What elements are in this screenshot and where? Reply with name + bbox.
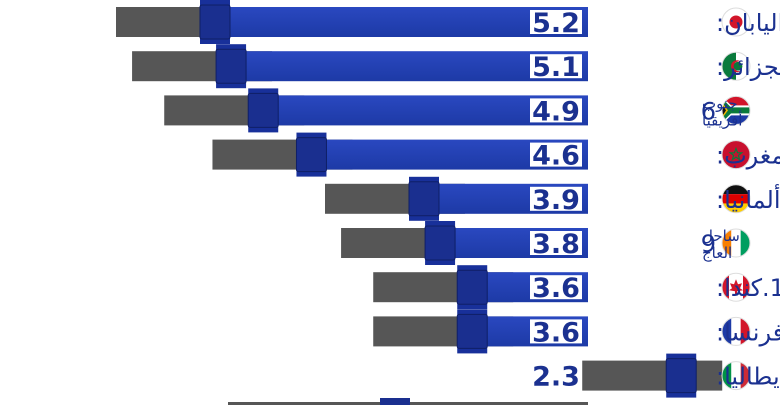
bar-cap [424,225,456,261]
value-box [530,10,582,34]
bar-value-label: 5.1 [532,52,580,83]
bar [230,51,589,82]
bar-cap [215,48,247,84]
value-box [530,142,582,167]
bar-value-label: 3.6 [532,317,580,348]
partial-next-row [228,398,588,405]
italy-flag-icon [722,361,750,390]
bar [214,7,588,37]
shadow-bar [582,360,723,391]
morocco-flag-icon [722,140,750,169]
bar-value-label: 4.9 [532,96,580,127]
country-label: 4.اليابان: [716,9,780,37]
country-rank: 6 [701,97,716,125]
value-box [530,363,582,388]
bar-row-10: 3.6 10.كندا: [373,265,780,310]
bar-value-label: 3.8 [532,229,580,260]
algeria-flag-icon [722,52,750,81]
country-label: 11.فرنسا: [716,318,780,346]
country-label-line2: أفريقيا [702,110,742,129]
ivory-coast-flag-icon [722,229,750,257]
value-box [530,186,582,211]
value-box [530,54,582,79]
country-label: 10.كندا: [716,274,780,302]
value-box [530,98,582,123]
bar-cap [456,269,488,305]
country-label: 8.ألمانيا: [716,184,780,214]
france-flag-icon [722,317,750,346]
partial-bar-cap [380,398,410,405]
japan-flag-icon [722,8,750,36]
bar-row-11: 3.6 11.فرنسا: [373,309,780,354]
germany-flag-icon [722,184,750,213]
country-label-line2: العاج [702,244,732,263]
bar-cap [199,4,231,40]
south-africa-flag-icon [722,96,750,125]
country-label: 12.إيطاليا: [716,363,780,392]
bar-cap [408,181,440,217]
bar-row-8: 3.9 8.ألمانيا: [325,176,780,221]
value-box [530,319,582,344]
bar-cap [456,313,488,349]
country-label: 5.الجزائر: [716,53,780,81]
bar-value-label: 3.9 [532,185,580,216]
bar-cap [665,358,697,394]
bar-cap [295,137,327,173]
bar-value-label: 2.3 [532,362,580,393]
country-rank: 9 [701,230,716,258]
bar-row-12: 2.3 12.إيطاليا: [530,353,780,398]
value-box [530,275,582,300]
bar-value-label: 3.6 [532,273,580,304]
bar-cap [247,92,279,128]
bar-row-5: 5.1 5.الجزائر: [132,44,780,89]
bar-value-label: 4.6 [532,141,580,172]
bar-value-label: 5.2 [532,8,580,39]
country-label: 7.المغرب: [716,142,780,170]
value-box [530,231,582,255]
country-label-line1: جنوب [702,94,738,112]
canada-flag-icon [722,273,750,302]
country-label-line1: ساحل [702,227,740,245]
bar-row-7: 4.6 7.المغرب: [212,132,780,177]
bar-row-4: 5.2 4.اليابان: [116,0,780,44]
